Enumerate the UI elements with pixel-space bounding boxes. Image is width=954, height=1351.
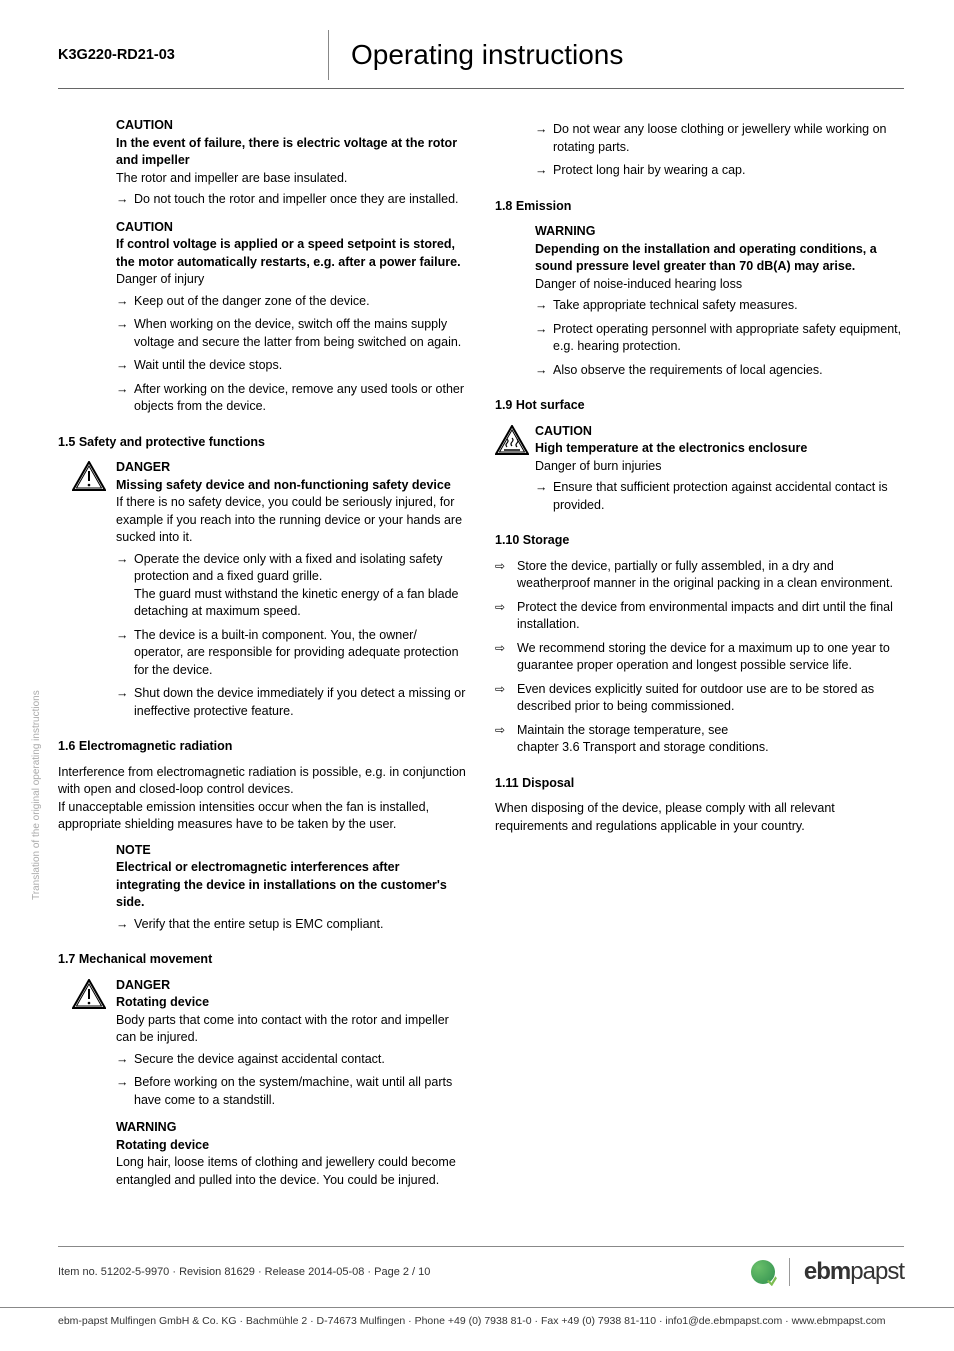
storage-items: Store the device, partially or fully ass…: [495, 558, 904, 757]
list-item: We recommend storing the device for a ma…: [495, 640, 904, 675]
list-item: After working on the device, remove any …: [116, 381, 467, 416]
warning-items: Take appropriate technical safety measur…: [535, 297, 904, 379]
logo-part1: ebm: [804, 1258, 850, 1285]
list-item: Wait until the device stops.: [116, 357, 467, 375]
danger-label: DANGER: [116, 459, 467, 477]
caution-block-restart: CAUTION If control voltage is applied or…: [58, 219, 467, 416]
warning-block-rotating: WARNING Rotating device Long hair, loose…: [58, 1119, 467, 1189]
section-1-8-heading: 1.8 Emission: [495, 198, 904, 216]
warning-text: Danger of noise-induced hearing loss: [535, 276, 904, 294]
danger-items: Secure the device against accidental con…: [116, 1051, 467, 1110]
list-item: Operate the device only with a fixed and…: [116, 551, 467, 621]
list-item: Protect operating personnel with appropr…: [535, 321, 904, 356]
list-item: Verify that the entire setup is EMC comp…: [116, 916, 467, 934]
list-item: When working on the device, switch off t…: [116, 316, 467, 351]
warning-cont: Do not wear any loose clothing or jewell…: [495, 121, 904, 180]
caution-bold: High temperature at the electronics encl…: [535, 440, 904, 458]
list-item: Do not wear any loose clothing or jewell…: [535, 121, 904, 156]
list-item: Ensure that sufficient protection agains…: [535, 479, 904, 514]
caution-bold: In the event of failure, there is electr…: [116, 135, 467, 170]
caution-bold: If control voltage is applied or a speed…: [116, 236, 467, 271]
warning-label: WARNING: [535, 223, 904, 241]
list-item: Protect long hair by wearing a cap.: [535, 162, 904, 180]
warning-text: Long hair, loose items of clothing and j…: [116, 1154, 467, 1189]
danger-label: DANGER: [116, 977, 467, 995]
section-1-9-heading: 1.9 Hot surface: [495, 397, 904, 415]
danger-text: Body parts that come into contact with t…: [116, 1012, 467, 1047]
header-divider: [328, 30, 329, 80]
section-1-6-para2: If unacceptable emission intensities occ…: [58, 799, 467, 834]
ebmpapst-logo: ebmpapst: [804, 1255, 904, 1289]
section-1-5-heading: 1.5 Safety and protective functions: [58, 434, 467, 452]
caution-block-voltage: CAUTION In the event of failure, there i…: [58, 117, 467, 209]
footer-info: Item no. 51202-5-9970 · Revision 81629 ·…: [58, 1265, 430, 1280]
section-1-6-heading: 1.6 Electromagnetic radiation: [58, 738, 467, 756]
page: K3G220-RD21-03 Operating instructions CA…: [0, 0, 954, 1199]
warning-label: WARNING: [116, 1119, 467, 1137]
list-item: Protect the device from environmental im…: [495, 599, 904, 634]
list-item: Secure the device against accidental con…: [116, 1051, 467, 1069]
header: K3G220-RD21-03 Operating instructions: [58, 30, 904, 89]
list-item-text: Maintain the storage temperature, see: [517, 723, 728, 737]
bottom-address: ebm-papst Mulfingen GmbH & Co. KG · Bach…: [0, 1307, 954, 1329]
section-1-10-heading: 1.10 Storage: [495, 532, 904, 550]
caution-block-hot: CAUTION High temperature at the electron…: [495, 423, 904, 515]
danger-block-safety: DANGER Missing safety device and non-fun…: [58, 459, 467, 720]
caution-text: The rotor and impeller are base insulate…: [116, 170, 467, 188]
warning-block-emission: WARNING Depending on the installation an…: [495, 223, 904, 379]
list-item: Store the device, partially or fully ass…: [495, 558, 904, 593]
danger-block-rotating: DANGER Rotating device Body parts that c…: [58, 977, 467, 1110]
caution-items: Ensure that sufficient protection agains…: [535, 479, 904, 514]
footer: Item no. 51202-5-9970 · Revision 81629 ·…: [58, 1246, 904, 1289]
note-block-emc: NOTE Electrical or electromagnetic inter…: [58, 842, 467, 934]
note-label: NOTE: [116, 842, 467, 860]
left-column: CAUTION In the event of failure, there i…: [58, 117, 467, 1199]
logo-part2: papst: [850, 1258, 904, 1285]
danger-text: If there is no safety device, you could …: [116, 494, 467, 547]
document-title: Operating instructions: [351, 35, 623, 74]
right-column: Do not wear any loose clothing or jewell…: [495, 117, 904, 1199]
danger-bold: Missing safety device and non-functionin…: [116, 477, 467, 495]
footer-logo-area: ebmpapst: [751, 1255, 904, 1289]
list-item: Shut down the device immediately if you …: [116, 685, 467, 720]
danger-bold: Rotating device: [116, 994, 467, 1012]
list-item: Take appropriate technical safety measur…: [535, 297, 904, 315]
danger-items: Operate the device only with a fixed and…: [116, 551, 467, 721]
caution-label: CAUTION: [535, 423, 904, 441]
list-item: Do not touch the rotor and impeller once…: [116, 191, 467, 209]
hot-surface-icon: [495, 425, 529, 461]
warning-items-cont: Do not wear any loose clothing or jewell…: [535, 121, 904, 180]
caution-items: Do not touch the rotor and impeller once…: [116, 191, 467, 209]
note-bold: Electrical or electromagnetic interferen…: [116, 859, 467, 912]
green-tech-icon: [751, 1260, 775, 1284]
model-number: K3G220-RD21-03: [58, 45, 328, 65]
caution-label: CAUTION: [116, 117, 467, 135]
list-item: Also observe the requirements of local a…: [535, 362, 904, 380]
list-item: Even devices explicitly suited for outdo…: [495, 681, 904, 716]
logo-divider: [789, 1258, 790, 1286]
list-item: Keep out of the danger zone of the devic…: [116, 293, 467, 311]
caution-text: Danger of burn injuries: [535, 458, 904, 476]
caution-text: Danger of injury: [116, 271, 467, 289]
list-item: The device is a built-in component. You,…: [116, 627, 467, 680]
list-item-text: Operate the device only with a fixed and…: [134, 552, 443, 584]
note-items: Verify that the entire setup is EMC comp…: [116, 916, 467, 934]
content-columns: CAUTION In the event of failure, there i…: [58, 117, 904, 1199]
section-1-6-para1: Interference from electromagnetic radiat…: [58, 764, 467, 799]
warning-triangle-icon: [72, 979, 106, 1015]
section-1-11-text: When disposing of the device, please com…: [495, 800, 904, 835]
warning-bold: Rotating device: [116, 1137, 467, 1155]
section-1-11-heading: 1.11 Disposal: [495, 775, 904, 793]
section-1-7-heading: 1.7 Mechanical movement: [58, 951, 467, 969]
list-item-extra: chapter 3.6 Transport and storage condit…: [517, 739, 904, 757]
warning-bold: Depending on the installation and operat…: [535, 241, 904, 276]
side-rotated-text: Translation of the original operating in…: [30, 690, 44, 900]
list-item: Before working on the system/machine, wa…: [116, 1074, 467, 1109]
caution-label: CAUTION: [116, 219, 467, 237]
list-item-extra: The guard must withstand the kinetic ene…: [134, 586, 467, 621]
warning-triangle-icon: [72, 461, 106, 497]
list-item: Maintain the storage temperature, see ch…: [495, 722, 904, 757]
caution-items: Keep out of the danger zone of the devic…: [116, 293, 467, 416]
